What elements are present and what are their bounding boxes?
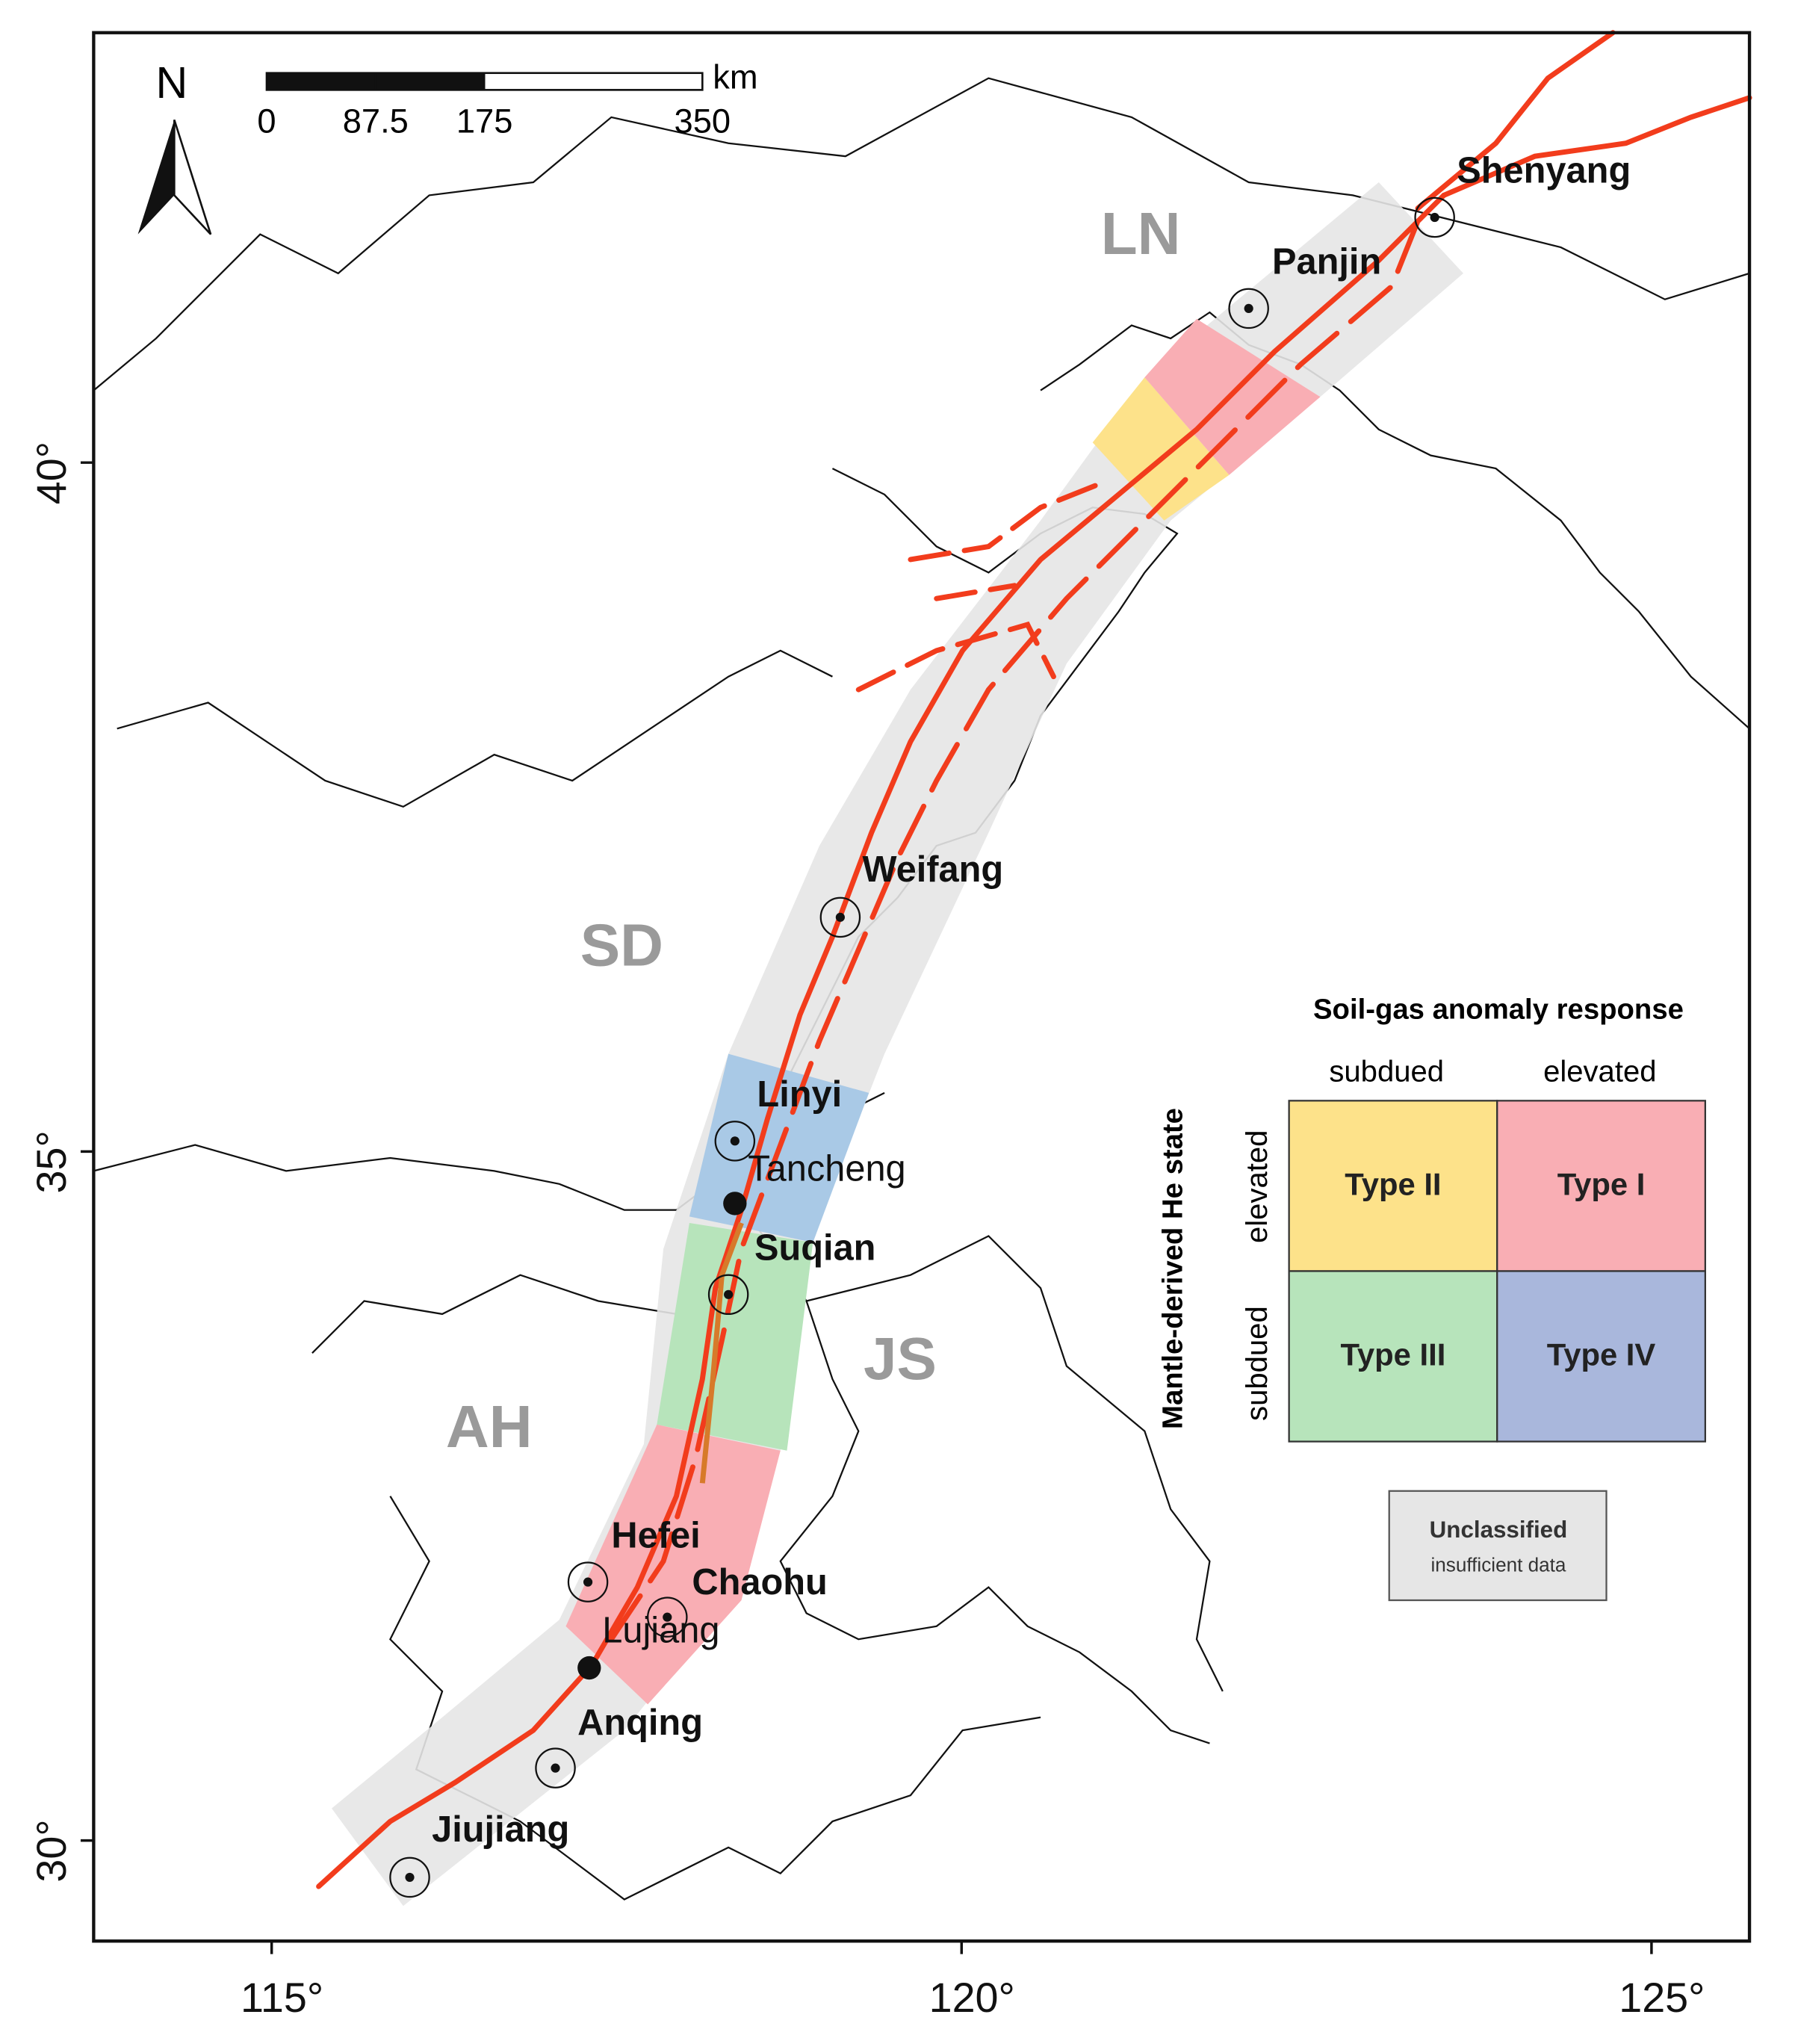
city-dot bbox=[724, 1289, 734, 1299]
city-dot bbox=[1430, 212, 1439, 223]
legend-title: Soil-gas anomaly response bbox=[1313, 993, 1684, 1025]
city-marker bbox=[714, 1121, 756, 1162]
city-dot bbox=[835, 912, 845, 922]
city-label: Jiujiang bbox=[432, 1809, 569, 1850]
y-tick-label: 40° bbox=[28, 442, 75, 504]
city-marker bbox=[647, 1597, 688, 1638]
legend-unclassified-note: insufficient data bbox=[1430, 1554, 1566, 1576]
city-label: Hefei bbox=[611, 1515, 700, 1555]
legend-cell bbox=[1288, 1100, 1498, 1272]
city-marker bbox=[535, 1747, 576, 1788]
x-tick-label: 115° bbox=[241, 1975, 323, 2021]
legend-row-axis: Mantle-derived He state bbox=[1157, 1108, 1189, 1429]
scale-label: 0 bbox=[257, 102, 276, 140]
city-marker bbox=[389, 1856, 430, 1898]
city-dot bbox=[405, 1872, 415, 1883]
province-label: AH bbox=[446, 1393, 533, 1460]
scale-label: 87.5 bbox=[343, 102, 409, 140]
province-label: LN bbox=[1101, 199, 1181, 267]
city-dot bbox=[723, 1192, 747, 1215]
x-tick-label: 120° bbox=[929, 1975, 1015, 2021]
city-label: Shenyang bbox=[1457, 151, 1631, 191]
city-marker bbox=[1228, 288, 1269, 329]
city-dot bbox=[583, 1577, 593, 1587]
faults bbox=[316, 30, 1752, 1889]
province-label: JS bbox=[864, 1325, 937, 1392]
city-label: Tancheng bbox=[748, 1148, 905, 1189]
city-marker bbox=[1414, 196, 1455, 238]
legend-cell-label: Type IV bbox=[1547, 1337, 1656, 1372]
city-dot bbox=[551, 1763, 560, 1773]
city-label: Chaohu bbox=[692, 1562, 827, 1602]
legend-cell bbox=[1496, 1100, 1706, 1272]
scale-label: 175 bbox=[456, 102, 513, 140]
legend-cell bbox=[1496, 1270, 1706, 1443]
city-label: Lujiang bbox=[602, 1610, 719, 1650]
legend-cell-label: Type I bbox=[1557, 1166, 1646, 1201]
city-label: Linyi bbox=[757, 1074, 842, 1115]
map-frame bbox=[92, 31, 1752, 1943]
city-marker bbox=[567, 1561, 609, 1602]
legend-row: elevated bbox=[1241, 1130, 1274, 1243]
city-label: Weifang bbox=[862, 849, 1003, 890]
scale-unit: km bbox=[713, 58, 757, 96]
legend-cell-label: Type III bbox=[1341, 1337, 1446, 1372]
city-label: Suqian bbox=[754, 1227, 876, 1268]
legend-unclassified bbox=[1388, 1490, 1608, 1602]
legend-row: subdued bbox=[1241, 1306, 1274, 1421]
city-dot bbox=[730, 1136, 740, 1146]
city-dot bbox=[663, 1612, 672, 1622]
city-dot bbox=[577, 1656, 601, 1680]
legend-column: elevated bbox=[1543, 1055, 1656, 1088]
city-dot bbox=[1244, 303, 1253, 313]
city-marker bbox=[819, 896, 861, 938]
city-label: Panjin bbox=[1272, 242, 1381, 282]
y-tick-label: 35° bbox=[28, 1130, 75, 1193]
legend-cell bbox=[1288, 1270, 1498, 1443]
north-label: N bbox=[155, 58, 187, 108]
province-label: SD bbox=[580, 911, 663, 979]
city-label: Anqing bbox=[577, 1703, 703, 1743]
x-tick-label: 125° bbox=[1619, 1975, 1705, 2021]
legend-cell-label: Type II bbox=[1345, 1166, 1441, 1201]
city-marker bbox=[707, 1274, 749, 1316]
y-tick-label: 30° bbox=[28, 1819, 75, 1882]
legend-unclassified-label: Unclassified bbox=[1430, 1517, 1568, 1543]
legend-column: subdued bbox=[1329, 1055, 1444, 1088]
scale-label: 350 bbox=[675, 102, 731, 140]
